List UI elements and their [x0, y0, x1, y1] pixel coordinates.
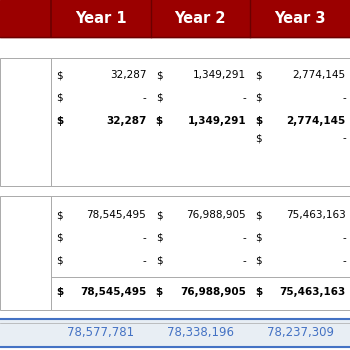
Bar: [51, 196, 350, 310]
Text: $: $: [256, 133, 262, 143]
Text: 32,287: 32,287: [106, 116, 146, 126]
Text: -: -: [342, 93, 346, 103]
Bar: [150, 0, 250, 37]
Text: 78,545,495: 78,545,495: [86, 210, 146, 220]
Bar: [0, 318, 350, 346]
Text: $: $: [156, 233, 162, 243]
Text: 1,349,291: 1,349,291: [188, 116, 246, 126]
Text: 1,349,291: 1,349,291: [193, 70, 246, 80]
Text: 76,988,905: 76,988,905: [180, 287, 246, 297]
Bar: [250, 0, 350, 37]
Text: $: $: [256, 233, 262, 243]
Text: $: $: [156, 116, 163, 126]
Bar: [51, 0, 150, 37]
Text: $: $: [256, 256, 262, 266]
Text: $: $: [56, 116, 63, 126]
Text: 2,774,145: 2,774,145: [287, 116, 346, 126]
Text: -: -: [242, 233, 246, 243]
Text: 78,545,495: 78,545,495: [80, 287, 146, 297]
Text: $: $: [56, 287, 63, 297]
Bar: [0, 58, 51, 186]
Text: $: $: [56, 256, 63, 266]
Text: $: $: [156, 210, 162, 220]
Text: $: $: [56, 233, 63, 243]
Text: $: $: [256, 287, 263, 297]
Text: -: -: [242, 93, 246, 103]
Text: $: $: [56, 210, 63, 220]
Text: 78,237,309: 78,237,309: [267, 326, 334, 339]
Text: -: -: [142, 233, 146, 243]
Text: $: $: [156, 287, 163, 297]
Text: $: $: [56, 70, 63, 80]
Text: $: $: [156, 256, 162, 266]
Text: 32,287: 32,287: [110, 70, 146, 80]
Text: -: -: [242, 256, 246, 266]
Text: Year 2: Year 2: [175, 11, 226, 26]
Text: Year 3: Year 3: [274, 11, 326, 26]
Text: 2,774,145: 2,774,145: [293, 70, 346, 80]
Text: 75,463,163: 75,463,163: [280, 287, 346, 297]
Text: 78,577,781: 78,577,781: [67, 326, 134, 339]
Bar: [51, 58, 350, 186]
Text: Year 1: Year 1: [75, 11, 126, 26]
Text: $: $: [156, 70, 162, 80]
Text: 76,988,905: 76,988,905: [187, 210, 246, 220]
Text: $: $: [256, 93, 262, 103]
Text: $: $: [256, 70, 262, 80]
Text: -: -: [342, 233, 346, 243]
Text: $: $: [156, 93, 162, 103]
Bar: [0, 196, 51, 310]
Bar: [0, 0, 51, 37]
Text: $: $: [256, 116, 263, 126]
Text: -: -: [142, 93, 146, 103]
Text: $: $: [256, 210, 262, 220]
Text: -: -: [342, 256, 346, 266]
Text: -: -: [342, 133, 346, 143]
Text: $: $: [56, 93, 63, 103]
Text: -: -: [142, 256, 146, 266]
Text: 75,463,163: 75,463,163: [286, 210, 346, 220]
Text: 78,338,196: 78,338,196: [167, 326, 234, 339]
